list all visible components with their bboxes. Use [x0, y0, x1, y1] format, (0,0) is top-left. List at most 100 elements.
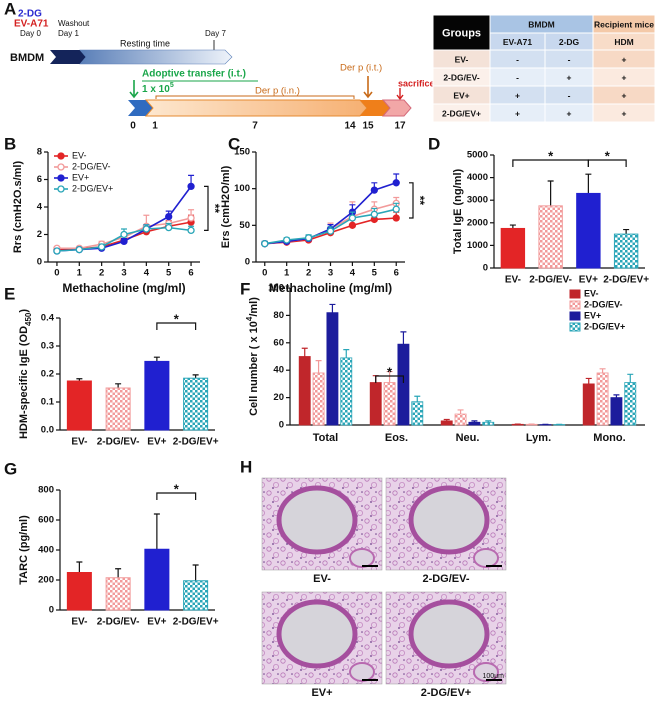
point	[392, 179, 400, 187]
point	[120, 230, 128, 239]
error-bar	[585, 377, 592, 384]
error-bar	[613, 394, 620, 398]
derp-it-arrow	[363, 76, 373, 99]
bar	[105, 577, 131, 611]
y-tick-label: 0	[37, 257, 42, 268]
panel-letter: C	[228, 134, 240, 153]
bar	[576, 192, 601, 269]
table-text: 2-DG/EV+	[442, 108, 481, 118]
panel-letter: G	[4, 459, 17, 478]
y-tick-label: 0.0	[41, 425, 54, 436]
x-tick-label: 2-DG/EV+	[603, 275, 649, 286]
bar	[511, 423, 524, 426]
table-text: +	[622, 54, 627, 64]
x-tick-label: EV+	[579, 275, 598, 286]
point	[187, 226, 195, 235]
day-number: 0	[130, 121, 136, 132]
point	[75, 245, 83, 254]
legend-label: 2-DG/EV-	[584, 299, 623, 309]
bar	[454, 413, 467, 426]
legend-label: EV-	[584, 288, 599, 298]
washout-label: Washout	[58, 19, 90, 28]
table-text: BMDM	[528, 19, 554, 29]
y-tick-label: 80	[273, 310, 284, 321]
error-bar	[457, 409, 464, 415]
sacrifice-step	[381, 99, 412, 117]
y-tick-label: 0.2	[41, 369, 54, 380]
error-bar	[343, 349, 350, 358]
y-tick-label: 40	[273, 365, 284, 376]
error-bar	[599, 368, 606, 373]
y-tick-label: 1000	[467, 240, 488, 251]
y-tick-label: 4000	[467, 172, 488, 183]
sig-label: *	[174, 481, 180, 496]
table-text: +	[622, 108, 627, 118]
cells-label: BMDM	[10, 52, 44, 64]
bar	[411, 401, 424, 426]
y-label-part: Cell number ( x 10	[248, 321, 260, 416]
bar	[525, 423, 538, 426]
x-tick-label: EV+	[147, 617, 166, 628]
y-tick-label: 0	[483, 263, 488, 274]
x-tick-label: 2-DG/EV-	[97, 437, 140, 448]
histology-label: 2-DG/EV+	[421, 687, 471, 699]
point	[187, 214, 195, 222]
error-bar	[585, 173, 592, 194]
legend-swatch	[569, 289, 581, 299]
sig-bracket	[204, 185, 209, 231]
table-text: 2-DG	[559, 37, 580, 47]
histology-label: EV+	[311, 687, 332, 699]
error-bar	[400, 331, 407, 345]
error-bar	[153, 356, 160, 362]
bar	[613, 233, 639, 269]
legend-swatch	[569, 300, 581, 310]
point	[370, 210, 378, 218]
x-tick-label: 1	[77, 268, 83, 279]
table-text: +	[515, 108, 520, 118]
airway-wall	[276, 485, 358, 555]
y-label-part: /ml)	[248, 297, 260, 317]
table-text: +	[567, 72, 572, 82]
error-bar	[192, 374, 199, 379]
error-bar	[509, 224, 516, 229]
bar	[144, 548, 170, 611]
table-text: -	[516, 54, 519, 64]
x-tick-label: 5	[166, 268, 172, 279]
airway-wall	[408, 485, 490, 555]
bar	[105, 387, 131, 431]
error-bar	[414, 395, 421, 402]
drug-label: 2-DG	[18, 9, 42, 20]
x-tick-label: Lym.	[526, 432, 551, 444]
derp-it-step	[360, 100, 390, 116]
table-text: EV+	[453, 90, 469, 100]
error-bar	[547, 180, 554, 206]
legend-marker	[57, 185, 65, 193]
day-label: Day 0	[20, 29, 41, 38]
bar	[397, 343, 410, 426]
dose-base: 1 x 10	[142, 84, 170, 95]
day-number: 14	[344, 121, 356, 132]
vessel	[473, 548, 499, 568]
x-tick-label: 2	[99, 268, 104, 279]
y-tick-label: 6	[37, 174, 42, 185]
y-tick-label: 800	[38, 485, 54, 496]
y-tick-label: 100	[234, 183, 250, 194]
day-number: 1	[152, 121, 158, 132]
point	[283, 236, 291, 244]
sig-bracket	[156, 492, 197, 500]
sacrifice-arrow	[396, 88, 404, 101]
y-tick-label: 100	[268, 283, 284, 294]
legend-swatch	[569, 311, 581, 321]
day-number: 15	[362, 121, 374, 132]
legend-label: EV-	[72, 150, 87, 160]
point	[348, 214, 357, 222]
resting-arrow	[79, 49, 233, 65]
vessel	[349, 662, 375, 682]
point	[392, 214, 400, 222]
y-tick-label: 20	[273, 392, 284, 403]
day-number: 7	[252, 121, 258, 132]
table-text: +	[515, 90, 520, 100]
airway-wall	[408, 599, 490, 669]
